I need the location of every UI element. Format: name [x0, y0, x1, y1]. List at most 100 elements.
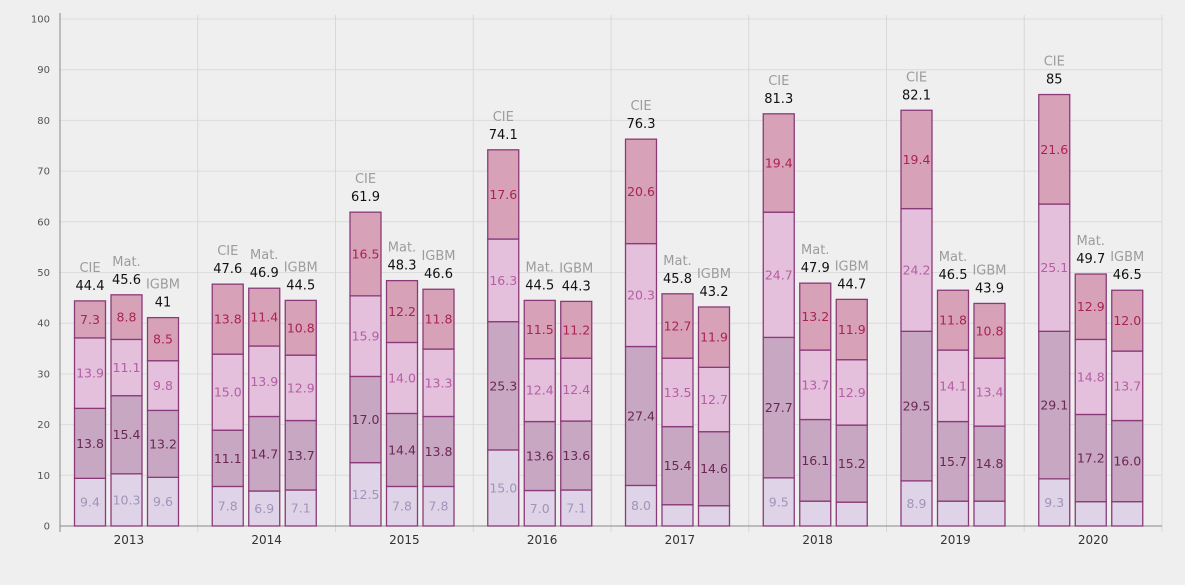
bar-total-label: 46.6	[424, 267, 453, 282]
segment-value-label: 10.3	[113, 492, 141, 507]
segment-value-label: 8.8	[117, 310, 137, 325]
segment-value-label: 14.4	[388, 442, 416, 457]
segment-value-label: 27.4	[627, 408, 655, 423]
bar-segment	[385, 279, 419, 344]
bar-total-label: 61.9	[351, 190, 380, 205]
segment-value-label: 15.4	[113, 427, 141, 442]
segment-value-label: 11.5	[526, 322, 554, 337]
bar-series-label: Mat.	[388, 241, 416, 256]
segment-value-label: 14.7	[250, 446, 278, 461]
bar-segment	[110, 473, 143, 527]
segment-value-label: 15.4	[664, 458, 692, 473]
bar-segment	[624, 484, 658, 527]
bar-segment	[1074, 273, 1107, 341]
bar-segment	[523, 489, 556, 527]
segment-value-label: 15.0	[489, 480, 517, 495]
segment-value-label: 11.9	[700, 330, 728, 345]
bar-segment	[900, 109, 933, 210]
x-tick-label: 2020	[1078, 533, 1109, 547]
y-tick-label: 10	[37, 471, 50, 482]
bar-segment	[487, 149, 520, 240]
bar-segment	[900, 207, 933, 332]
bar-segment	[799, 418, 832, 502]
bar-series-label: Mat.	[526, 260, 554, 275]
bar-segment	[146, 316, 180, 362]
segment-value-label: 16.1	[801, 453, 829, 468]
x-tick-label: 2019	[940, 533, 971, 547]
bar-segment	[936, 420, 970, 502]
segment-value-label: 13.8	[76, 436, 104, 451]
bar-segment	[1038, 203, 1071, 332]
bar-series-label: Mat.	[939, 250, 967, 265]
segment-value-label: 14.8	[976, 456, 1004, 471]
segment-value-label: 15.2	[838, 456, 866, 471]
y-tick-label: 50	[37, 268, 50, 279]
bar-total-label: 76.3	[627, 117, 656, 132]
bar-series-label: IGBM	[559, 261, 593, 276]
segment-value-label: 9.8	[153, 378, 173, 393]
bar-segment	[211, 283, 244, 355]
bar-series-label: IGBM	[421, 249, 455, 264]
y-tick-label: 20	[37, 420, 50, 431]
bar-segment	[973, 500, 1006, 527]
bar-segment	[523, 299, 556, 360]
bar-segment	[799, 282, 832, 351]
bar-segment	[560, 300, 593, 359]
segment-value-label: 25.3	[489, 378, 517, 393]
y-tick-label: 70	[37, 167, 50, 178]
segment-value-label: 9.4	[80, 495, 100, 510]
bar-segment	[487, 321, 520, 451]
bar-segment	[799, 500, 832, 527]
y-tick-label: 30	[37, 369, 50, 380]
bar-segment	[248, 490, 281, 527]
bar-segment	[110, 395, 143, 475]
segment-value-label: 20.6	[627, 184, 655, 199]
segment-value-label: 13.7	[801, 377, 829, 392]
segment-value-label: 7.0	[530, 501, 550, 516]
bar-series-label: CIE	[217, 244, 238, 259]
bar-total-label: 46.9	[250, 266, 279, 281]
segment-value-label: 24.2	[903, 262, 931, 277]
bar-segment	[1111, 419, 1144, 503]
segment-value-label: 13.6	[562, 448, 590, 463]
segment-value-label: 12.9	[287, 380, 315, 395]
bar-segment	[799, 349, 832, 421]
bar-series-label: Mat.	[801, 243, 829, 258]
bar-total-label: 82.1	[902, 88, 931, 103]
bar-segment	[73, 300, 107, 339]
bar-segment	[661, 425, 694, 506]
segment-value-label: 12.9	[1077, 299, 1105, 314]
bar-segment	[762, 113, 795, 213]
bar-total-label: 47.6	[213, 262, 242, 277]
bar-total-label: 44.5	[525, 278, 554, 293]
bar-segment	[284, 489, 317, 527]
bar-segment	[661, 357, 694, 428]
bar-segment	[349, 461, 382, 527]
segment-value-label: 24.7	[765, 267, 793, 282]
bar-segment	[835, 298, 868, 361]
x-tick-label: 2013	[114, 533, 145, 547]
segment-value-label: 19.4	[765, 155, 793, 170]
bar-segment	[661, 293, 694, 359]
bar-segment	[762, 477, 795, 527]
segment-value-label: 12.4	[562, 382, 590, 397]
bar-series-label: IGBM	[835, 259, 869, 274]
segment-value-label: 12.7	[700, 392, 728, 407]
bar-series-label: Mat.	[112, 255, 140, 270]
segment-value-label: 15.0	[214, 385, 242, 400]
bar-series-label: Mat.	[1077, 234, 1105, 249]
bar-series-label: CIE	[630, 99, 651, 114]
segment-value-label: 11.4	[250, 310, 278, 325]
bar-segment	[422, 288, 455, 350]
bar-series-label: CIE	[493, 110, 514, 125]
bar-segment	[1111, 350, 1144, 422]
segment-value-label: 12.0	[1113, 313, 1141, 328]
bar-segment	[523, 358, 556, 423]
segment-value-label: 21.6	[1040, 142, 1068, 157]
segment-value-label: 7.8	[392, 499, 412, 514]
segment-value-label: 9.5	[769, 494, 789, 509]
x-tick-label: 2016	[527, 533, 558, 547]
segment-value-label: 17.6	[489, 187, 517, 202]
y-tick-label: 0	[44, 522, 50, 533]
